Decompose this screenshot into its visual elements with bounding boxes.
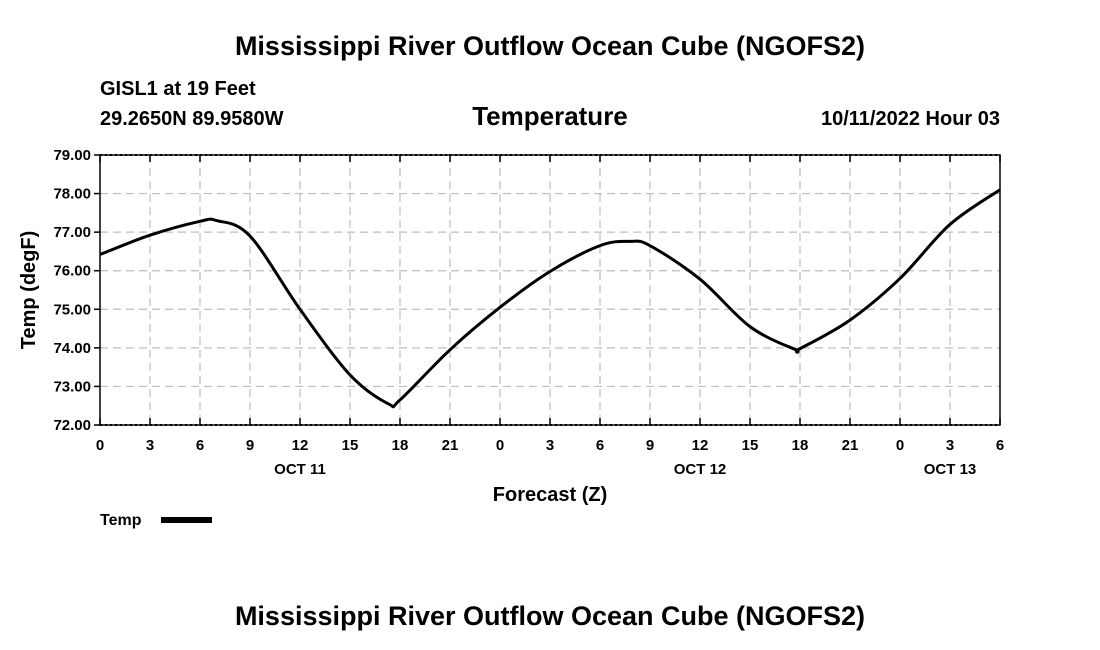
x-tick-label: 3 [546, 437, 554, 454]
x-tick-label: 9 [246, 437, 254, 454]
y-axis-label: Temp (degF) [18, 231, 40, 350]
y-tick-label: 73.00 [53, 378, 91, 395]
y-tick-label: 78.00 [53, 186, 91, 203]
y-tick-label: 77.00 [53, 224, 91, 241]
y-tick-label: 75.00 [53, 301, 91, 318]
chart-title: Temperature [472, 101, 628, 131]
x-tick-label: 15 [342, 437, 359, 454]
run-time: 10/11/2022 Hour 03 [821, 108, 1000, 130]
x-tick-label: 0 [96, 437, 104, 454]
x-tick-label: 6 [996, 437, 1004, 454]
x-tick-label: 12 [692, 437, 709, 454]
x-tick-label: 15 [742, 437, 759, 454]
x-tick-label: 21 [842, 437, 859, 454]
y-tick-label: 76.00 [53, 263, 91, 280]
legend: Temp [100, 512, 212, 529]
x-tick-label: 21 [442, 437, 459, 454]
grid [100, 155, 1000, 425]
x-tick-label: 6 [196, 437, 204, 454]
station-name: GISL1 at 19 Feet [100, 78, 256, 100]
x-tick-label: 3 [946, 437, 954, 454]
legend-label: Temp [100, 512, 142, 529]
temp-series-line [99, 188, 1001, 409]
x-tick-label: 6 [596, 437, 604, 454]
x-tick-label: 18 [392, 437, 409, 454]
x-tick-label: 0 [496, 437, 504, 454]
series-layer [99, 188, 1001, 409]
x-date-label: OCT 11 [274, 461, 326, 478]
footer-title: Mississippi River Outflow Ocean Cube (NG… [235, 601, 865, 631]
x-date-label: OCT 12 [674, 461, 727, 478]
x-tick-label: 0 [896, 437, 904, 454]
station-coords: 29.2650N 89.9580W [100, 108, 284, 130]
y-tick-label: 74.00 [53, 340, 91, 357]
x-tick-label: 3 [146, 437, 154, 454]
x-date-label: OCT 13 [924, 461, 977, 478]
x-tick-label: 12 [292, 437, 309, 454]
x-tick-label: 18 [792, 437, 809, 454]
x-axis-label: Forecast (Z) [493, 484, 607, 506]
y-tick-label: 79.00 [53, 147, 91, 164]
x-tick-label: 9 [646, 437, 654, 454]
page-title: Mississippi River Outflow Ocean Cube (NG… [235, 31, 865, 61]
y-tick-label: 72.00 [53, 417, 91, 434]
axis-ticks: 72.00 73.00 74.00 75.00 76.00 77.00 78.00 79.00… [53, 147, 1004, 478]
